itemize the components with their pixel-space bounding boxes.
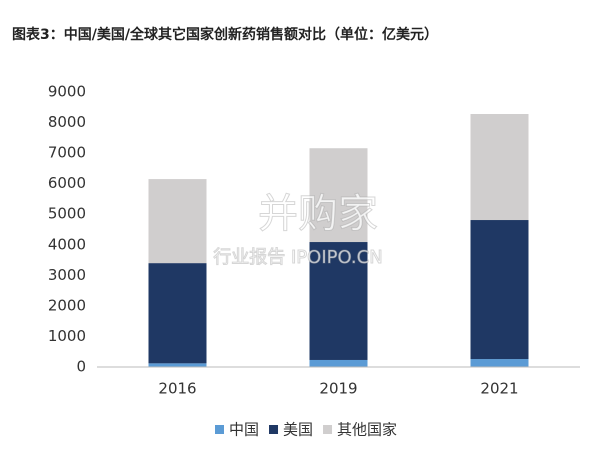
y-tick-label: 2000 — [48, 296, 86, 314]
y-tick-label: 1000 — [48, 327, 86, 345]
watermark: 行业报告 IPOIPO.CN — [213, 247, 382, 268]
x-tick-label: 2021 — [480, 380, 518, 398]
legend-label: 其他国家 — [337, 421, 397, 439]
x-tick-label: 2016 — [158, 380, 196, 398]
bar-segment — [309, 242, 368, 360]
bar-segment — [148, 263, 207, 364]
bar-segment — [309, 359, 368, 367]
legend-swatch — [323, 425, 333, 434]
legend-label: 中国 — [229, 421, 259, 439]
bar-segment — [309, 148, 368, 243]
y-tick-label: 6000 — [48, 174, 86, 192]
y-tick-label: 0 — [76, 358, 86, 376]
y-tick-label: 4000 — [48, 235, 86, 253]
bar-segment — [470, 114, 529, 221]
y-tick-label: 5000 — [48, 205, 86, 223]
bar-segment — [470, 359, 529, 367]
bar-segment — [148, 363, 207, 367]
y-tick-label: 7000 — [48, 144, 86, 162]
y-tick-label: 9000 — [48, 83, 86, 101]
legend-swatch — [269, 425, 279, 434]
legend-label: 美国 — [283, 421, 313, 439]
y-tick-label: 8000 — [48, 113, 86, 131]
y-tick-label: 3000 — [48, 266, 86, 284]
chart-title: 图表3：中国/美国/全球其它国家创新药销售额对比（单位：亿美元） — [12, 26, 438, 43]
watermark: 并购家 — [258, 191, 378, 237]
bar-segment — [148, 179, 207, 264]
legend-swatch — [215, 425, 224, 434]
bar-segment — [470, 220, 529, 360]
x-tick-label: 2019 — [319, 380, 357, 398]
